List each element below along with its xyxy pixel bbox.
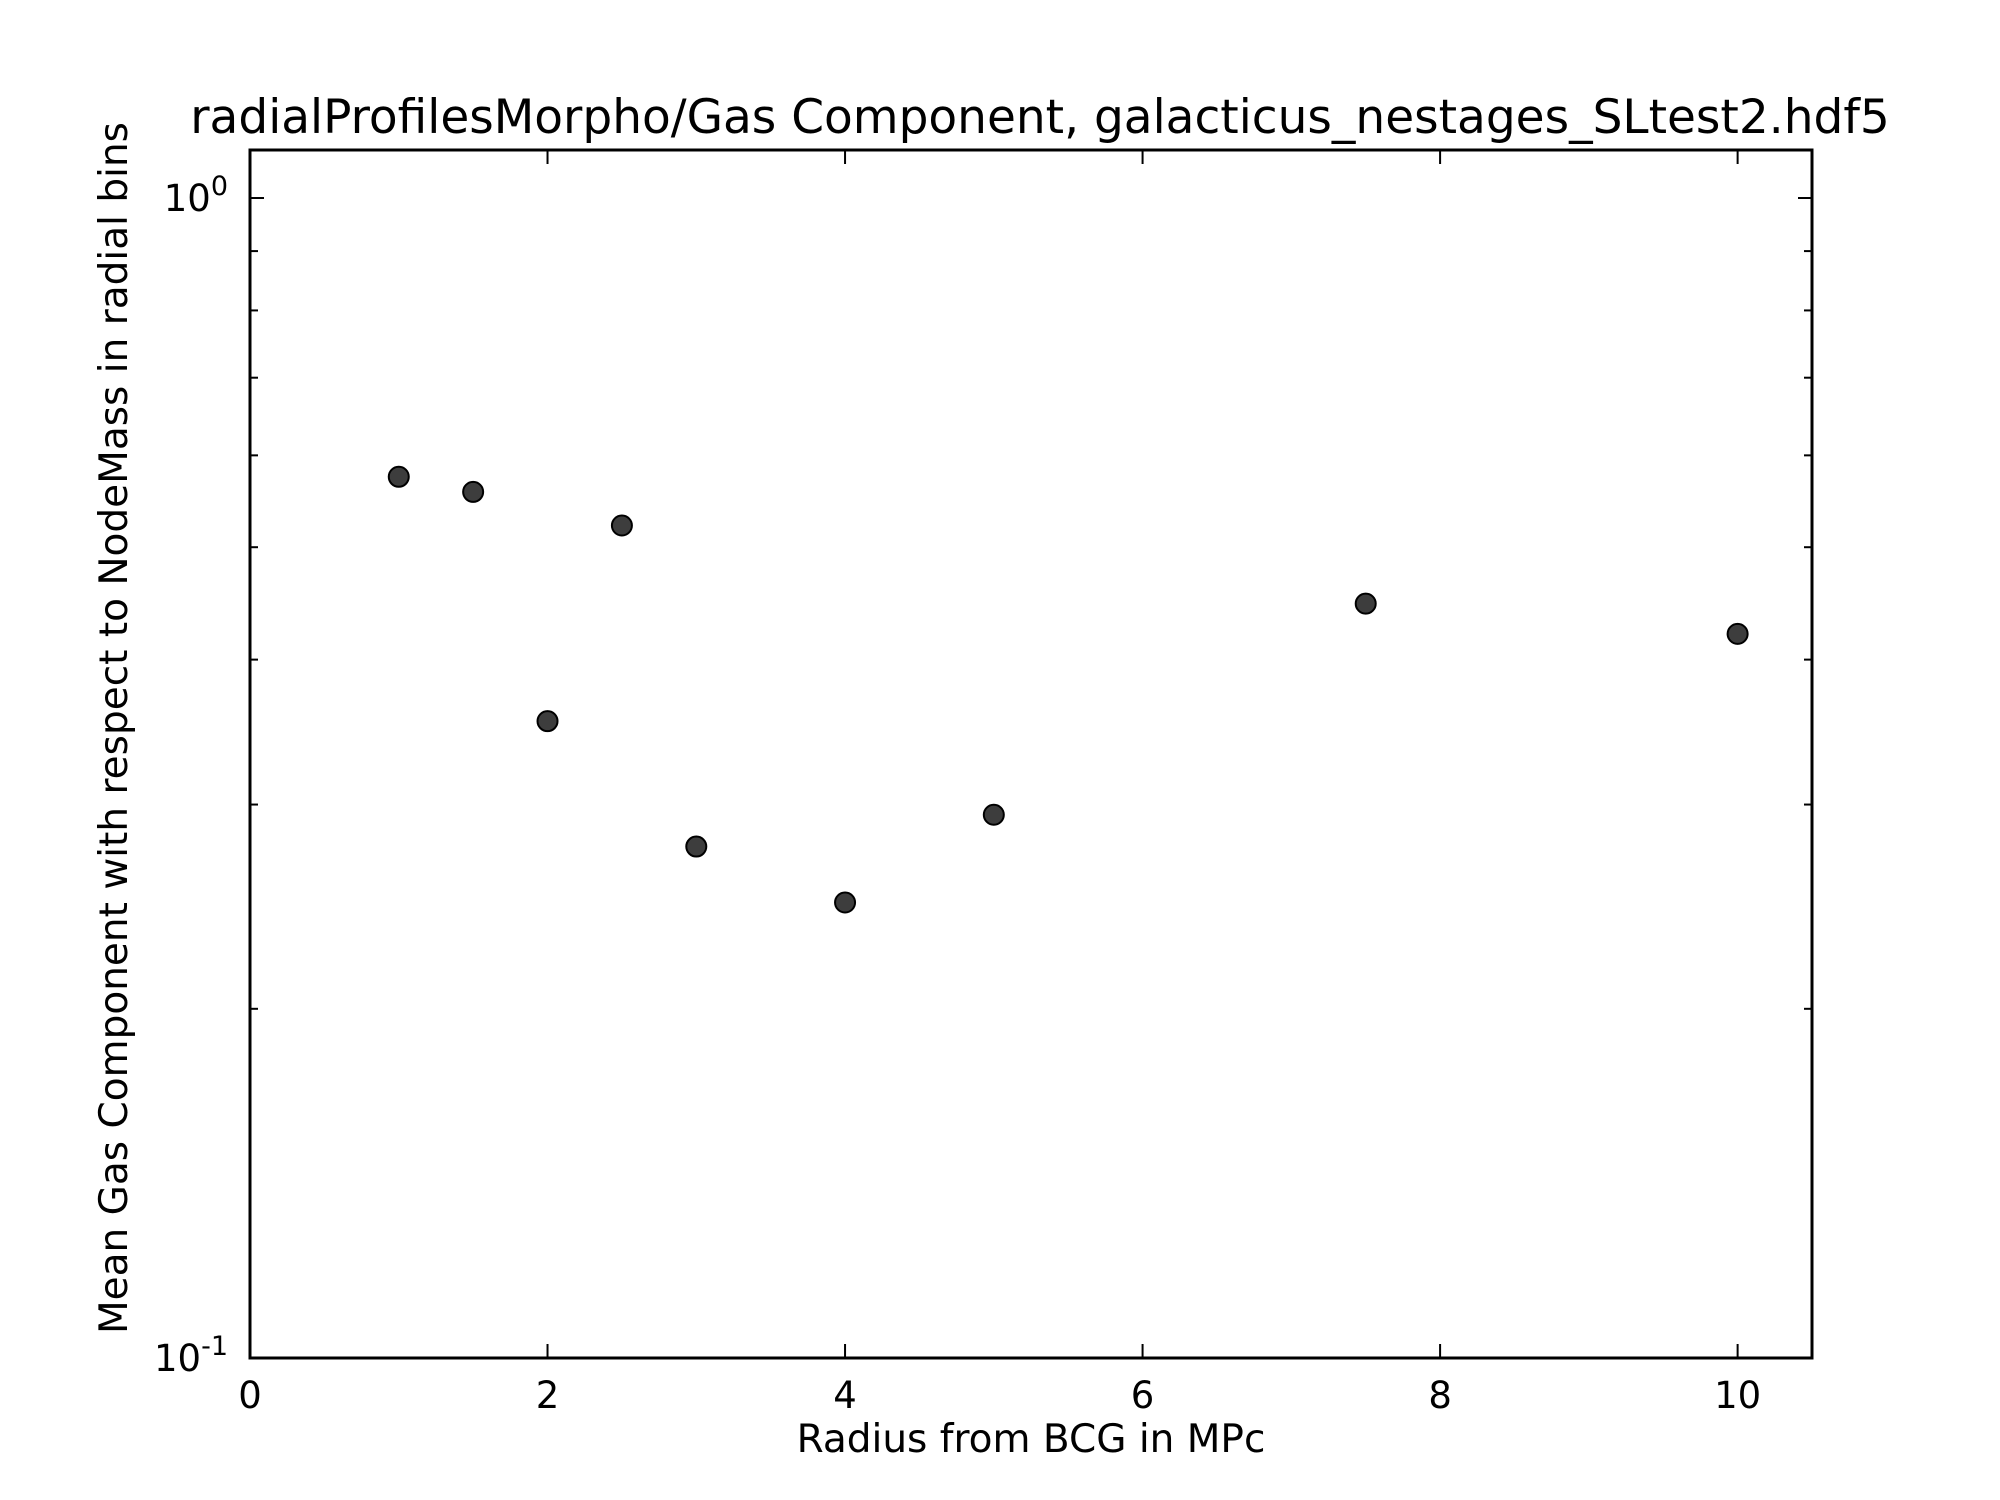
data-point: [1726, 622, 1749, 645]
x-axis-ticks: 0 2 4 6 8 10: [238, 150, 1761, 1417]
data-point: [387, 465, 410, 488]
x-tick-label: 2: [536, 1374, 560, 1417]
plot-area-frame: [248, 148, 1814, 1360]
data-markers: [387, 465, 1749, 914]
y-tick-label: 10-1: [154, 1331, 228, 1380]
data-point: [685, 835, 708, 858]
chart-title: radialProfilesMorpho/Gas Component, gala…: [190, 90, 1890, 145]
data-point: [536, 710, 559, 733]
x-axis-label: Radius from BCG in MPc: [797, 1417, 1266, 1462]
data-point: [834, 891, 857, 914]
data-point: [982, 803, 1005, 826]
data-point: [462, 480, 485, 503]
y-axis-ticks: 10-1 100: [154, 171, 1812, 1380]
x-tick-label: 6: [1131, 1374, 1155, 1417]
y-tick-label: 100: [164, 171, 228, 220]
x-tick-label: 0: [238, 1374, 262, 1417]
x-tick-label: 10: [1714, 1374, 1761, 1417]
data-point: [1354, 592, 1377, 615]
data-point: [610, 514, 633, 537]
x-tick-label: 4: [833, 1374, 857, 1417]
x-tick-label: 8: [1428, 1374, 1452, 1417]
y-axis-label: Mean Gas Component with respect to NodeM…: [92, 122, 137, 1334]
